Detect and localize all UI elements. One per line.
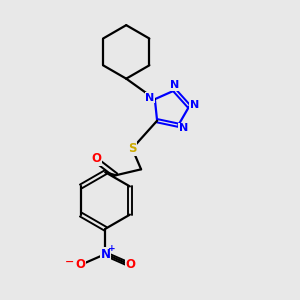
Text: −: − [64, 257, 74, 267]
Text: N: N [179, 123, 188, 133]
Text: S: S [128, 142, 136, 155]
Text: N: N [145, 93, 154, 103]
Text: O: O [92, 152, 101, 165]
Text: N: N [100, 248, 110, 260]
Text: N: N [190, 100, 199, 110]
Text: N: N [170, 80, 179, 90]
Text: O: O [75, 258, 85, 271]
Text: +: + [108, 244, 116, 253]
Text: O: O [126, 258, 136, 271]
